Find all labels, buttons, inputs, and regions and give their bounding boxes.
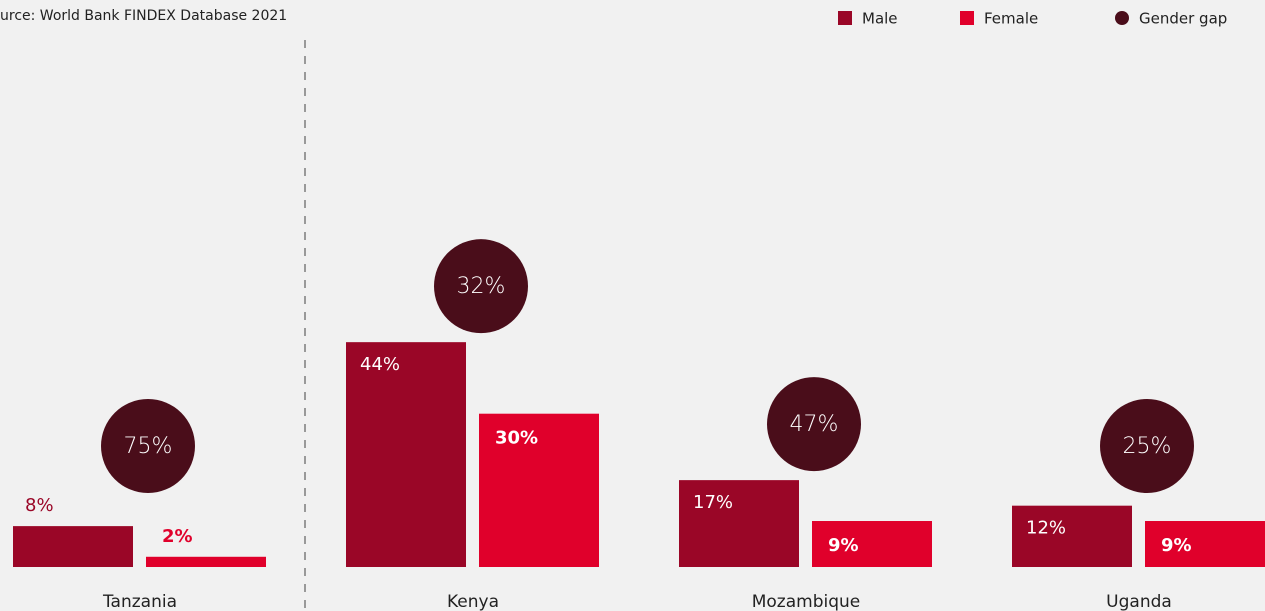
bar bbox=[679, 480, 799, 567]
legend-label: Male bbox=[862, 10, 898, 28]
bar bbox=[479, 413, 599, 567]
bar bbox=[346, 342, 466, 567]
x-tick-label: Tanzania bbox=[102, 592, 177, 611]
x-tick-label: Uganda bbox=[1106, 592, 1172, 611]
bar bbox=[812, 521, 932, 567]
bar bbox=[146, 556, 266, 567]
x-tick-label: Kenya bbox=[447, 592, 499, 611]
gap-bubble bbox=[1100, 399, 1194, 493]
gap-label: 32% bbox=[457, 274, 506, 299]
legend-label: Gender gap bbox=[1139, 10, 1227, 28]
value-label: 9% bbox=[1161, 535, 1192, 556]
source: urce: World Bank FINDEX Database 2021 bbox=[0, 8, 287, 24]
gap-label: 25% bbox=[1123, 434, 1172, 459]
legend-label: Female bbox=[984, 10, 1038, 28]
value-label: 9% bbox=[828, 535, 859, 556]
gap-bubble bbox=[101, 399, 195, 493]
value-label: 30% bbox=[495, 428, 538, 449]
value-label: 44% bbox=[360, 354, 400, 375]
value-label: 17% bbox=[693, 492, 733, 513]
x-tick-label: Mozambique bbox=[752, 592, 861, 611]
gap-label: 75% bbox=[124, 434, 173, 459]
gap-bubble bbox=[767, 377, 861, 472]
legend-swatch bbox=[960, 11, 974, 25]
value-label: 8% bbox=[25, 495, 54, 516]
bar bbox=[1145, 521, 1265, 567]
legend-swatch bbox=[838, 11, 852, 25]
value-label: 12% bbox=[1026, 518, 1066, 539]
gap-bubble bbox=[434, 239, 528, 334]
gap-label: 47% bbox=[790, 412, 839, 437]
bar bbox=[13, 526, 133, 567]
value-label: 2% bbox=[162, 526, 193, 547]
legend-swatch bbox=[1115, 11, 1129, 25]
bar bbox=[1012, 505, 1132, 567]
